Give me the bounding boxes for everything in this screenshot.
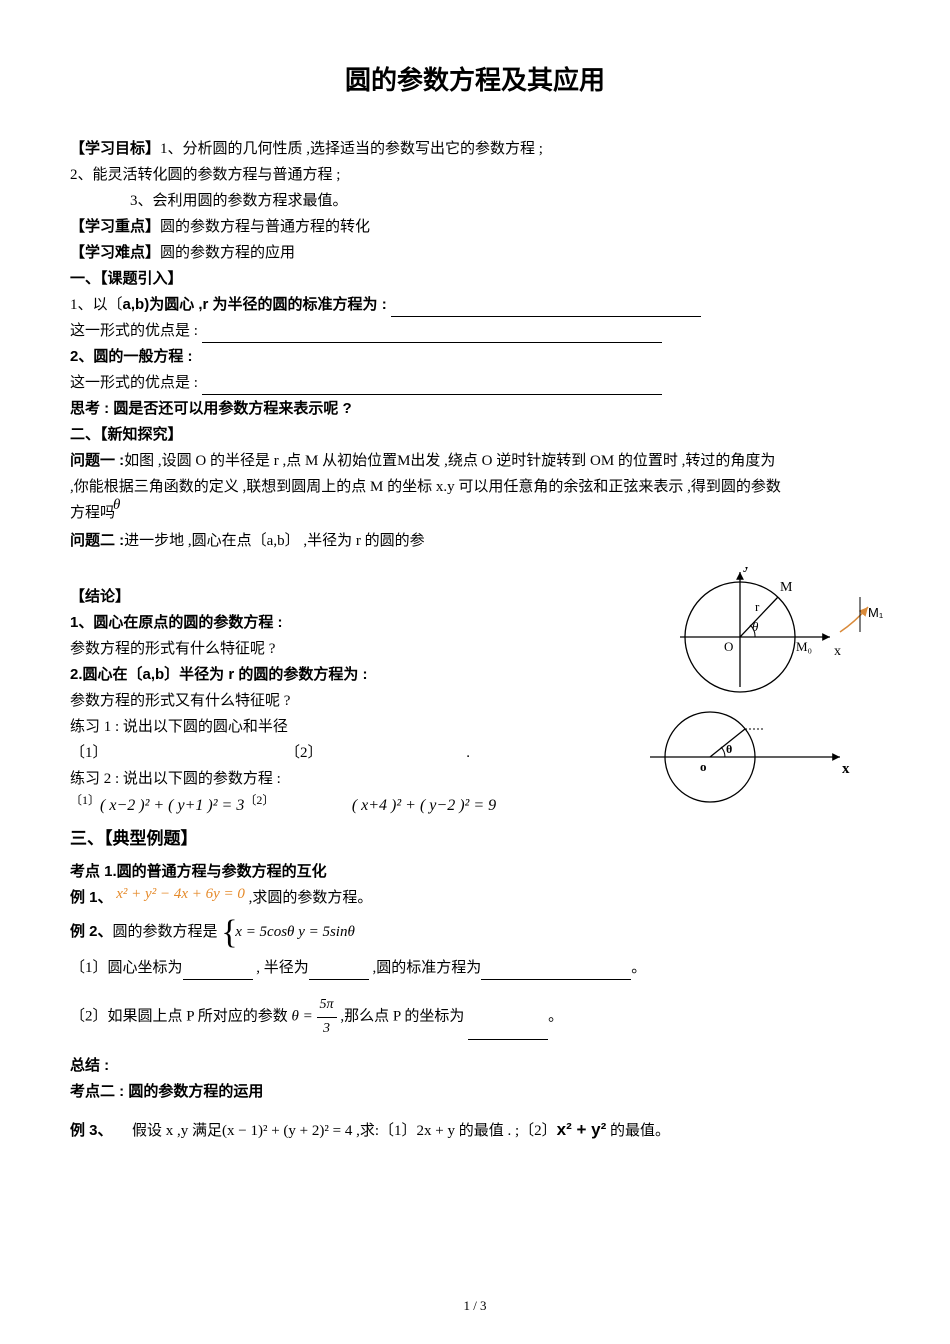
diag-theta2-label: θ bbox=[726, 742, 732, 756]
eg2-line: 例 2、圆的参数方程是 x = 5cosθ y = 5sinθ bbox=[70, 920, 880, 945]
ex2-eq1-pre: 〔1〕 bbox=[70, 793, 100, 807]
eg2-part1: 〔1〕圆心坐标为 , 半径为 ,圆的标准方程为 。 bbox=[70, 956, 880, 980]
sec1-adv2-line: 这一形式的优点是 : bbox=[70, 371, 880, 395]
q2-line: 问题二 :进一步地 ,圆心在点〔a,b〕 ,半径为 r 的圆的参 bbox=[70, 529, 880, 553]
eg2-row1: x = 5cosθ bbox=[235, 924, 294, 940]
eg2-part2: 〔2〕如果圆上点 P 所对应的参数 θ = 5π 3 ,那么点 P 的坐标为 。 bbox=[70, 994, 880, 1040]
ex2-eq2: ( x+4 )² + ( y−2 )² = 9 bbox=[352, 797, 496, 814]
eg1-formula: x² + y² − 4x + 6y = 0 bbox=[116, 886, 245, 902]
topic2: 考点二 : 圆的参数方程的运用 bbox=[70, 1080, 880, 1104]
blank-radius bbox=[309, 965, 369, 980]
goals-line: 【学习目标】1、分析圆的几何性质 ,选择适当的参数写出它的参数方程 ; bbox=[70, 137, 880, 161]
q2-body: 进一步地 ,圆心在点〔a,b〕 ,半径为 r 的圆的参 bbox=[124, 533, 424, 549]
eg2-label: 例 2、 bbox=[70, 923, 113, 940]
summary-label: 总结 : bbox=[70, 1054, 880, 1078]
goal-3: 3、会利用圆的参数方程求最值。 bbox=[70, 189, 880, 213]
eg2-frac: 5π 3 bbox=[317, 994, 337, 1040]
difficulty-label: 【学习难点】 bbox=[70, 244, 160, 261]
blank-stdeq bbox=[481, 965, 631, 980]
eg2-brace: x = 5cosθ y = 5sinθ bbox=[221, 920, 355, 944]
focus-text: 圆的参数方程与普通方程的转化 bbox=[160, 219, 370, 235]
eg1-tail: ,求圆的参数方程。 bbox=[245, 890, 373, 906]
content: 【学习目标】1、分析圆的几何性质 ,选择适当的参数写出它的参数方程 ; 2、能灵… bbox=[70, 137, 880, 1143]
sec1-adv1: 这一形式的优点是 : bbox=[70, 323, 202, 339]
eg1-label: 例 1、 bbox=[70, 889, 113, 906]
blank-pcoord bbox=[468, 1025, 548, 1040]
difficulty-line: 【学习难点】圆的参数方程的应用 bbox=[70, 241, 880, 265]
section-3-head: 三、【典型例题】 bbox=[70, 825, 880, 852]
page-footer: 1 / 3 bbox=[0, 1298, 950, 1314]
ex2-eq1: ( x−2 )² + ( y+1 )² = 3 bbox=[100, 797, 244, 814]
diag-O-label: O bbox=[724, 639, 733, 654]
think-label: 思考 : 圆是否还可以用参数方程来表示呢 ? bbox=[70, 397, 880, 421]
sec1-q1-ab: a,b) bbox=[123, 296, 150, 313]
eg2-theta-eq: θ = bbox=[292, 1009, 313, 1025]
q1-theta: θ bbox=[113, 497, 120, 513]
diag-M1-label: M₁ bbox=[868, 605, 884, 620]
sec1-q1-prefix: 1、以〔 bbox=[70, 297, 123, 313]
eg1-line: 例 1、 x² + y² − 4x + 6y = 0 ,求圆的参数方程。 bbox=[70, 886, 880, 910]
eg2-part1-pre: 〔1〕圆心坐标为 bbox=[70, 960, 183, 976]
q1-line-c: 方程吗θ bbox=[70, 501, 880, 525]
eg3-body-a: 假设 x ,y 满足(x − 1)² + (y + 2)² = 4 ,求:〔1〕… bbox=[132, 1123, 557, 1139]
goals-label: 【学习目标】 bbox=[70, 140, 160, 157]
blank-adv2 bbox=[202, 380, 662, 395]
q1-body-c: 方程吗 bbox=[70, 505, 115, 521]
eg2-part1-mid2: ,圆的标准方程为 bbox=[369, 960, 482, 976]
circle-diagram: y M r θ O M₀ x M₁ o θ x bbox=[590, 567, 890, 827]
eg2-prefix: 圆的参数方程是 bbox=[113, 924, 218, 940]
eg2-part2-pre: 〔2〕如果圆上点 P 所对应的参数 bbox=[70, 1009, 288, 1025]
eg3-bold: x² + y² bbox=[557, 1120, 607, 1139]
diag-theta1-label: θ bbox=[752, 619, 759, 634]
sec1-q1-mid: 为圆心 ,r 为半径的圆的标准方程为 : bbox=[149, 296, 391, 313]
q1-label: 问题一 : bbox=[70, 452, 124, 469]
sec1-q1: 1、以〔a,b)为圆心 ,r 为半径的圆的标准方程为 : bbox=[70, 293, 880, 317]
focus-line: 【学习重点】圆的参数方程与普通方程的转化 bbox=[70, 215, 880, 239]
sec1-adv1-line: 这一形式的优点是 : bbox=[70, 319, 880, 343]
focus-label: 【学习重点】 bbox=[70, 218, 160, 235]
eg2-part1-mid: , 半径为 bbox=[253, 960, 309, 976]
eg2-frac-den: 3 bbox=[317, 1018, 337, 1040]
eg3-body-b: 的最值。 bbox=[606, 1123, 670, 1139]
difficulty-text: 圆的参数方程的应用 bbox=[160, 245, 295, 261]
diag-o-bot-label: o bbox=[700, 759, 707, 774]
blank-std-eq bbox=[391, 302, 701, 317]
page-title: 圆的参数方程及其应用 bbox=[70, 60, 880, 97]
diag-r-label: r bbox=[755, 599, 760, 614]
eg2-part2-end: 。 bbox=[548, 1009, 563, 1025]
section-2-head: 二、【新知探究】 bbox=[70, 423, 880, 447]
topic1: 考点 1.圆的普通方程与参数方程的互化 bbox=[70, 860, 880, 884]
diag-M-label: M bbox=[780, 580, 793, 595]
document-page: 圆的参数方程及其应用 【学习目标】1、分析圆的几何性质 ,选择适当的参数写出它的… bbox=[0, 0, 950, 1344]
sec1-adv2: 这一形式的优点是 : bbox=[70, 375, 202, 391]
eg2-row2: y = 5sinθ bbox=[298, 924, 355, 940]
diag-x-top-label: x bbox=[834, 644, 841, 659]
q1-body-a: 如图 ,设圆 O 的半径是 r ,点 M 从初始位置M出发 ,绕点 O 逆时针旋… bbox=[124, 453, 775, 469]
ex1-opt1: 〔1〕 bbox=[70, 745, 108, 761]
eg3-line: 例 3、 假设 x ,y 满足(x − 1)² + (y + 2)² = 4 ,… bbox=[70, 1116, 880, 1143]
diag-x-bot-label: x bbox=[842, 761, 850, 777]
ex2-eq2-pre: 〔2〕 bbox=[244, 793, 274, 807]
eg2-part1-end: 。 bbox=[631, 960, 646, 976]
ex1-opt2: 〔2〕 bbox=[285, 745, 323, 761]
q1-line-a: 问题一 :如图 ,设圆 O 的半径是 r ,点 M 从初始位置M出发 ,绕点 O… bbox=[70, 449, 880, 473]
eg2-part2-mid: ,那么点 P 的坐标为 bbox=[340, 1009, 468, 1025]
section-1-head: 一、【课题引入】 bbox=[70, 267, 880, 291]
sec1-q2: 2、圆的一般方程 : bbox=[70, 345, 880, 369]
eg3-label: 例 3、 bbox=[70, 1122, 113, 1139]
q2-label: 问题二 : bbox=[70, 532, 124, 549]
blank-adv1 bbox=[202, 328, 662, 343]
diag-y-label: y bbox=[743, 567, 750, 573]
eg2-frac-num: 5π bbox=[317, 994, 337, 1017]
diag-M0-label: M₀ bbox=[796, 639, 812, 654]
goal-1: 1、分析圆的几何性质 ,选择适当的参数写出它的参数方程 ; bbox=[160, 141, 543, 157]
blank-center bbox=[183, 965, 253, 980]
q1-line-b: ,你能根据三角函数的定义 ,联想到圆周上的点 M 的坐标 x.y 可以用任意角的… bbox=[70, 475, 880, 499]
goal-2: 2、能灵活转化圆的参数方程与普通方程 ; bbox=[70, 163, 880, 187]
